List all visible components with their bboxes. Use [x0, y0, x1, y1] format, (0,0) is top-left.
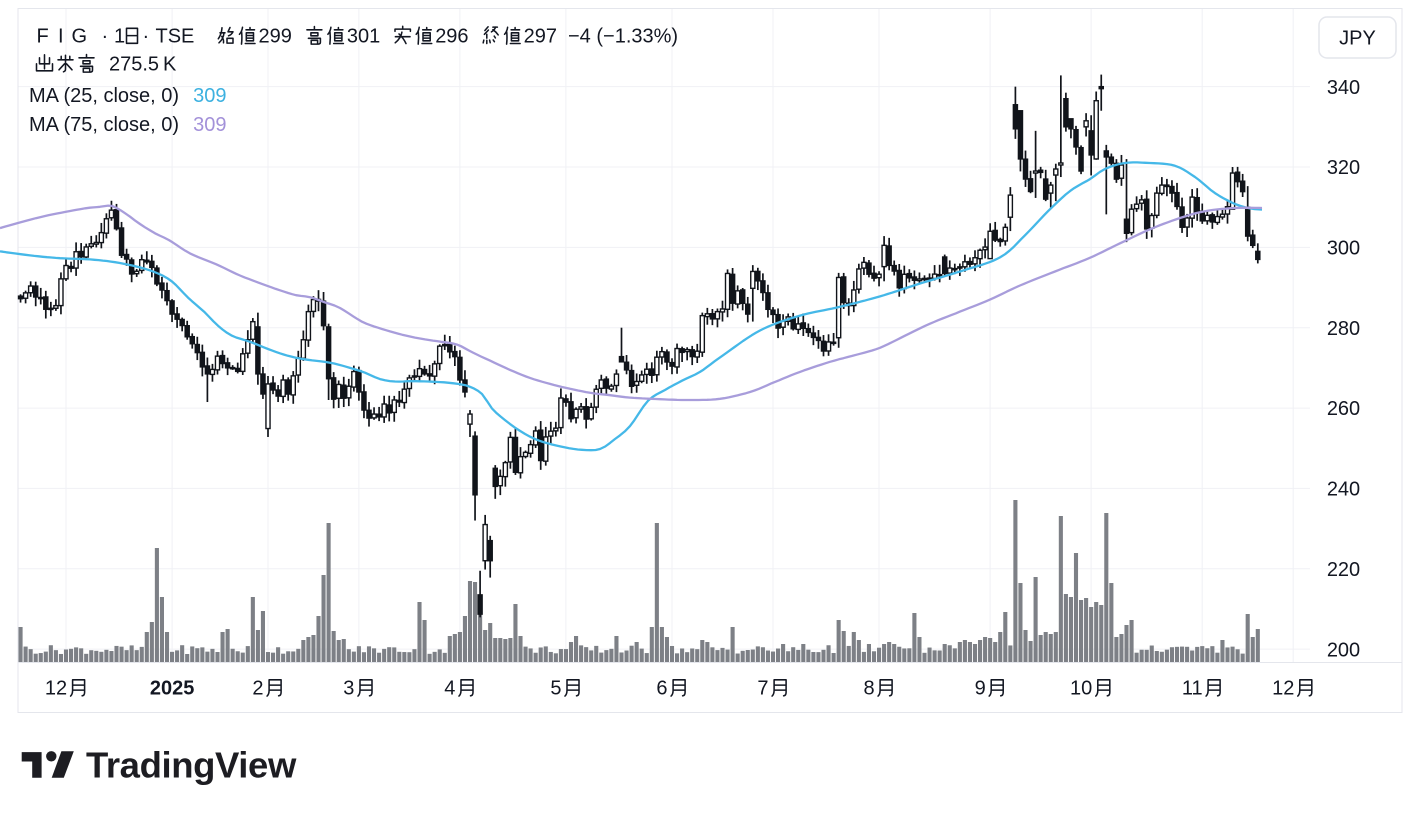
- svg-text:10: 10: [1070, 678, 1092, 700]
- svg-text:200: 200: [1327, 639, 1360, 661]
- svg-text:F: F: [37, 26, 49, 48]
- svg-text:220: 220: [1327, 559, 1360, 581]
- svg-text:6: 6: [656, 678, 667, 700]
- svg-text:·: ·: [102, 26, 109, 48]
- svg-text:2: 2: [252, 678, 263, 700]
- svg-text:MA (25, close, 0): MA (25, close, 0): [29, 85, 179, 107]
- svg-text:260: 260: [1327, 398, 1360, 420]
- svg-text:296: 296: [435, 26, 468, 48]
- svg-text:7: 7: [757, 678, 768, 700]
- svg-text:301: 301: [347, 26, 380, 48]
- svg-text:G: G: [72, 26, 88, 48]
- svg-text:1: 1: [114, 26, 125, 48]
- svg-text:·: ·: [143, 26, 150, 48]
- svg-text:320: 320: [1327, 157, 1360, 179]
- svg-text:8: 8: [864, 678, 875, 700]
- svg-text:9: 9: [975, 678, 986, 700]
- svg-text:JPY: JPY: [1339, 28, 1376, 50]
- svg-text:299: 299: [259, 26, 292, 48]
- svg-text:3: 3: [343, 678, 354, 700]
- svg-text:5: 5: [550, 678, 561, 700]
- svg-text:TSE: TSE: [156, 26, 195, 48]
- svg-text:275.5 K: 275.5 K: [109, 54, 177, 76]
- svg-text:297: 297: [524, 26, 557, 48]
- svg-text:2025: 2025: [150, 678, 195, 700]
- svg-text:309: 309: [193, 85, 226, 107]
- svg-text:12: 12: [45, 678, 67, 700]
- svg-text:280: 280: [1327, 318, 1360, 340]
- svg-text:309: 309: [193, 114, 226, 136]
- svg-text:MA (75, close, 0): MA (75, close, 0): [29, 114, 179, 136]
- svg-text:I: I: [58, 26, 64, 48]
- svg-text:240: 240: [1327, 479, 1360, 501]
- svg-text:−4 (−1.33%): −4 (−1.33%): [568, 26, 678, 48]
- svg-text:4: 4: [444, 678, 455, 700]
- svg-text:340: 340: [1327, 77, 1360, 99]
- svg-text:12: 12: [1272, 678, 1294, 700]
- svg-text:11: 11: [1182, 678, 1203, 700]
- svg-text:TradingView: TradingView: [86, 745, 297, 786]
- svg-text:300: 300: [1327, 238, 1360, 260]
